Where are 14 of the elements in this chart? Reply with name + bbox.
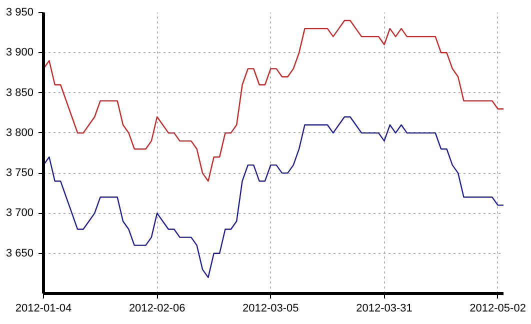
y-tick-label: 3 750 xyxy=(6,167,34,180)
y-tick-label: 3 950 xyxy=(6,6,34,18)
y-tick-label: 3 700 xyxy=(6,207,34,220)
x-tick-label: 2012-05-02 xyxy=(470,302,526,314)
line-series xyxy=(44,20,504,182)
x-tick-label: 2012-03-05 xyxy=(242,302,299,314)
x-tick-label: 2012-02-06 xyxy=(128,302,186,314)
y-tick-label: 3 650 xyxy=(6,247,34,260)
y-tick-label: 3 900 xyxy=(6,46,34,59)
line-series xyxy=(44,116,504,278)
y-tick-label: 3 850 xyxy=(6,86,34,99)
x-tick-label: 2012-03-31 xyxy=(356,302,412,314)
x-tick-label: 2012-01-04 xyxy=(15,302,72,314)
y-tick-label: 3 800 xyxy=(6,126,34,139)
